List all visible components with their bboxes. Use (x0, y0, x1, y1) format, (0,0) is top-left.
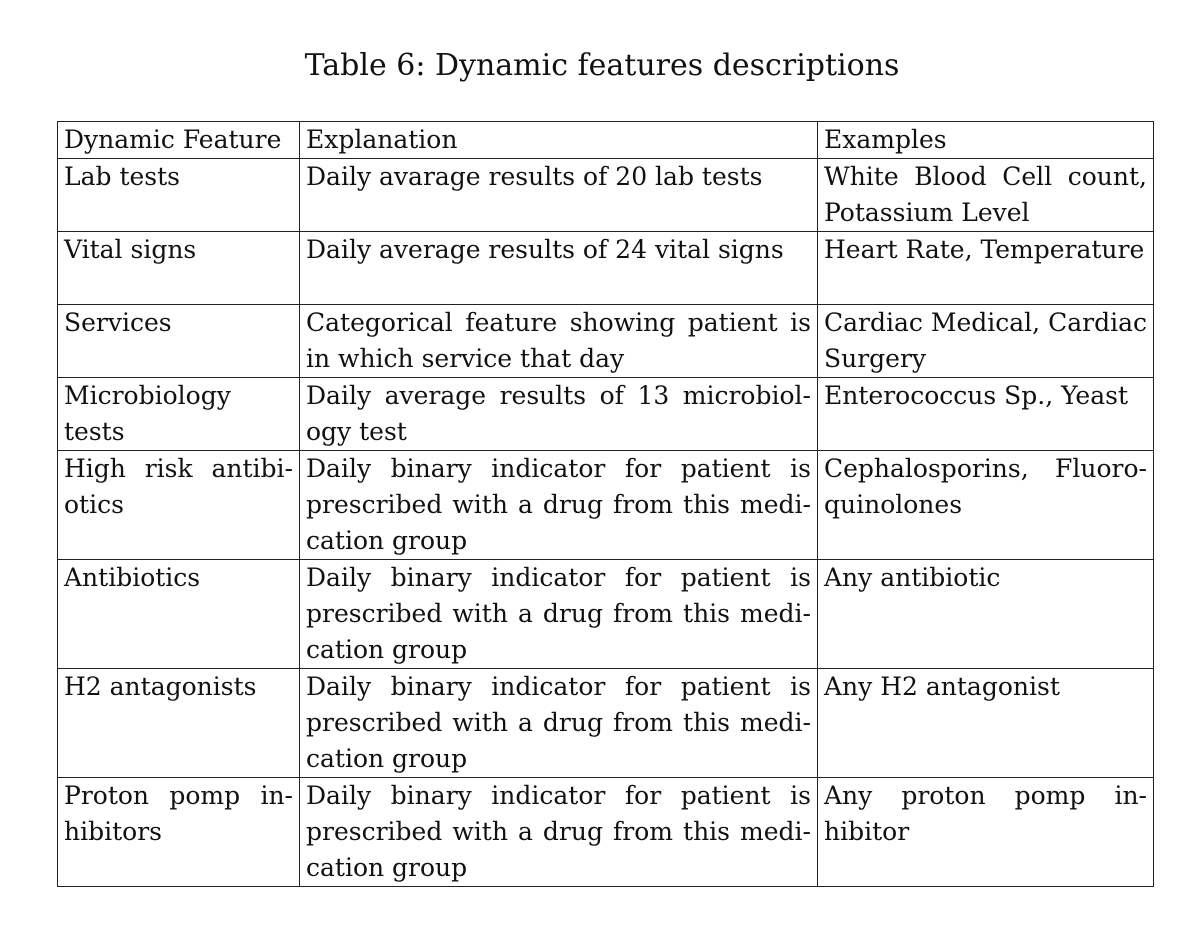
header-examples: Examples (817, 121, 1154, 159)
table-row: Antibiotics Daily binary indicator for p… (57, 559, 1154, 669)
table-row: Proton pomp in­hibitors Daily binary ind… (57, 777, 1154, 887)
table-header-row: Dynamic Feature Explanation Examples (57, 121, 1154, 159)
feature-cell: Proton pomp in­hibitors (57, 777, 300, 887)
explanation-cell: Daily average results of 24 vital signs (299, 231, 818, 305)
examples-cell: Cardiac Medical, Car­diac Surgery (817, 304, 1154, 378)
header-explanation: Explanation (299, 121, 818, 159)
header-dynamic-feature: Dynamic Feature (57, 121, 300, 159)
table-row: Lab tests Daily avarage results of 20 la… (57, 158, 1154, 232)
examples-cell: White Blood Cell count, Potassium Level (817, 158, 1154, 232)
explanation-cell: Daily binary indicator for patient is pr… (299, 559, 818, 669)
feature-cell: High risk antibi­otics (57, 450, 300, 560)
dynamic-features-table: Dynamic Feature Explanation Examples Lab… (57, 121, 1154, 887)
explanation-cell: Daily average results of 13 microbiol­og… (299, 377, 818, 451)
table-row: Microbiology tests Daily average results… (57, 377, 1154, 451)
examples-cell: Cephalosporins, Fluoro­quinolones (817, 450, 1154, 560)
examples-cell: Any proton pomp in­hibitor (817, 777, 1154, 887)
explanation-cell: Categorical feature showing patient is i… (299, 304, 818, 378)
feature-cell: Antibiotics (57, 559, 300, 669)
explanation-cell: Daily avarage results of 20 lab tests (299, 158, 818, 232)
feature-cell: Vital signs (57, 231, 300, 305)
feature-cell: Lab tests (57, 158, 300, 232)
examples-cell: Enterococcus Sp., Yeast (817, 377, 1154, 451)
feature-cell: Services (57, 304, 300, 378)
examples-cell: Any antibiotic (817, 559, 1154, 669)
feature-cell: H2 antagonists (57, 668, 300, 778)
explanation-cell: Daily binary indicator for patient is pr… (299, 668, 818, 778)
explanation-cell: Daily binary indicator for patient is pr… (299, 450, 818, 560)
examples-cell: Heart Rate, Tempera­ture (817, 231, 1154, 305)
explanation-cell: Daily binary indicator for patient is pr… (299, 777, 818, 887)
table-row: Services Categorical feature showing pat… (57, 304, 1154, 378)
table-row: H2 antagonists Daily binary indicator fo… (57, 668, 1154, 778)
table-caption: Table 6: Dynamic features descriptions (304, 48, 900, 83)
table-row: High risk antibi­otics Daily binary indi… (57, 450, 1154, 560)
examples-cell: Any H2 antagonist (817, 668, 1154, 778)
table-row: Vital signs Daily average results of 24 … (57, 231, 1154, 305)
feature-cell: Microbiology tests (57, 377, 300, 451)
